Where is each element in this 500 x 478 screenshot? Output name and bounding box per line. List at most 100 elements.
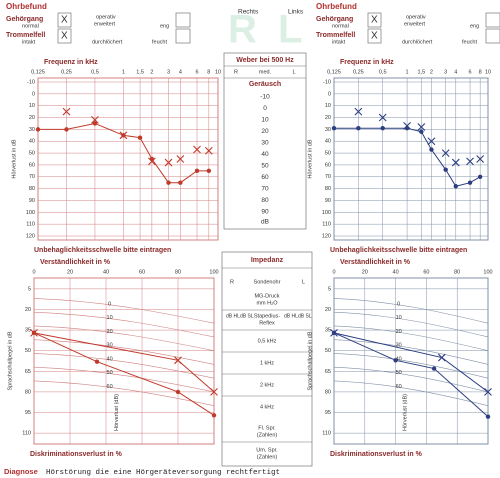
links: Links (288, 9, 304, 16)
checkbox (57, 12, 72, 28)
plot-frame (37, 77, 219, 241)
weber-level: 90 (261, 209, 269, 216)
curve-label: 50 (107, 370, 113, 376)
y-tick-label: 110 (26, 222, 35, 228)
data-point (175, 389, 181, 395)
zahlen: (Zahlen) (257, 454, 278, 460)
weber-level: 10 (261, 117, 269, 124)
x-tick-label: 0,125 (31, 69, 45, 75)
y-tick-label: 50 (325, 151, 331, 157)
curve-label: 0 (397, 301, 400, 307)
reference-curve (333, 311, 489, 338)
diagnose-label: Diagnose (4, 467, 38, 476)
data-point (417, 123, 426, 131)
checkbox (485, 12, 500, 28)
data-point (193, 145, 201, 154)
y-tick-label: 0 (328, 91, 331, 97)
weber-col: L (292, 69, 295, 75)
x-tick-label: 6 (195, 69, 198, 75)
normal: normal (22, 23, 39, 29)
y-tick-label: 80 (25, 389, 31, 395)
plot-frame (333, 77, 489, 241)
footer-label: Unbehaglichkeitsschwelle bitte eintragen (34, 247, 171, 254)
y-tick-label: 120 (26, 233, 35, 239)
db-hl: dB HL (284, 313, 298, 319)
weber-box (223, 52, 307, 230)
x-tick-label: 2 (430, 69, 433, 75)
y-axis-label: Sprachschallpegel in dB (7, 331, 13, 390)
reference-curve (33, 339, 215, 365)
y-tick-label: 50 (325, 348, 331, 354)
data-point (91, 116, 99, 124)
x-tick-label: 80 (454, 269, 460, 275)
y-tick-label: 80 (325, 389, 331, 395)
x-tick-label: 6 (469, 69, 472, 75)
data-point (484, 388, 492, 396)
gehoergang: Gehörgang (6, 16, 43, 23)
data-point (211, 413, 217, 418)
data-point (451, 158, 460, 167)
x-tick-label: 0,5 (91, 69, 99, 75)
series-line (333, 332, 489, 393)
eng: eng (160, 23, 169, 29)
x-tick-label: 4 (454, 69, 457, 75)
curve-label: 30 (107, 343, 113, 349)
y-tick-label: 20 (325, 307, 331, 313)
y-tick-label: 110 (322, 431, 331, 437)
reference-curve (33, 311, 215, 338)
curve-label: 20 (396, 329, 402, 335)
data-point (210, 388, 218, 396)
x-tick-label: 0,25 (61, 69, 72, 75)
y-tick-label: 110 (22, 431, 31, 437)
data-point (35, 127, 41, 132)
data-point (30, 328, 38, 337)
x-tick-label: 1,5 (418, 69, 426, 75)
imp-freq: 0,5 kHz (258, 338, 277, 344)
data-point (94, 359, 100, 364)
check-mark: X (371, 15, 378, 26)
y-tick-label: 50 (29, 151, 35, 157)
x-axis-label: Verständlichkeit in % (340, 259, 411, 266)
x-tick-label: 80 (175, 269, 181, 275)
weber-unit: dB (261, 219, 269, 226)
data-point (164, 158, 173, 167)
data-point (467, 180, 473, 185)
erweitert: erweitert (94, 21, 116, 27)
sondenohr: Sondenohr (254, 279, 281, 285)
reference-curve (333, 325, 489, 351)
db-sl: dB SL (240, 313, 254, 319)
r-letter: R (228, 8, 257, 52)
x-tick-label: 1 (122, 69, 125, 75)
data-point (331, 126, 337, 131)
weber-level: -10 (260, 94, 270, 101)
y-tick-label: 100 (26, 210, 35, 216)
data-point (178, 180, 183, 185)
data-point (431, 366, 437, 371)
y-tick-label: 80 (325, 186, 331, 192)
data-point (166, 180, 171, 185)
y-tick-label: 5 (328, 286, 331, 292)
reference-curve (333, 298, 489, 324)
intakt: intakt (332, 39, 346, 45)
series-line (333, 332, 489, 418)
data-point (403, 121, 411, 130)
weber-level: 20 (261, 128, 269, 135)
data-point (174, 356, 182, 365)
um-spr: Um. Spr. (256, 447, 278, 453)
y-tick-label: 90 (29, 198, 35, 204)
curve-label: 20 (107, 329, 113, 335)
data-point (64, 127, 69, 132)
x-tick-label: 10 (485, 69, 491, 75)
data-point (437, 353, 446, 362)
weber-level: 30 (261, 140, 269, 147)
curve-label: 40 (396, 356, 402, 362)
curve-caption: Hörverlust (dB) (114, 394, 120, 431)
fl-spr: Fl. Spr. (258, 425, 276, 431)
mm-h2o: mm H₂O (256, 300, 278, 306)
ohrbefund-title: Ohrbefund (6, 2, 47, 11)
stapedius: Stapedius- (254, 313, 280, 319)
data-point (476, 155, 485, 163)
footer-label: Diskriminationsverlust in % (330, 451, 423, 458)
